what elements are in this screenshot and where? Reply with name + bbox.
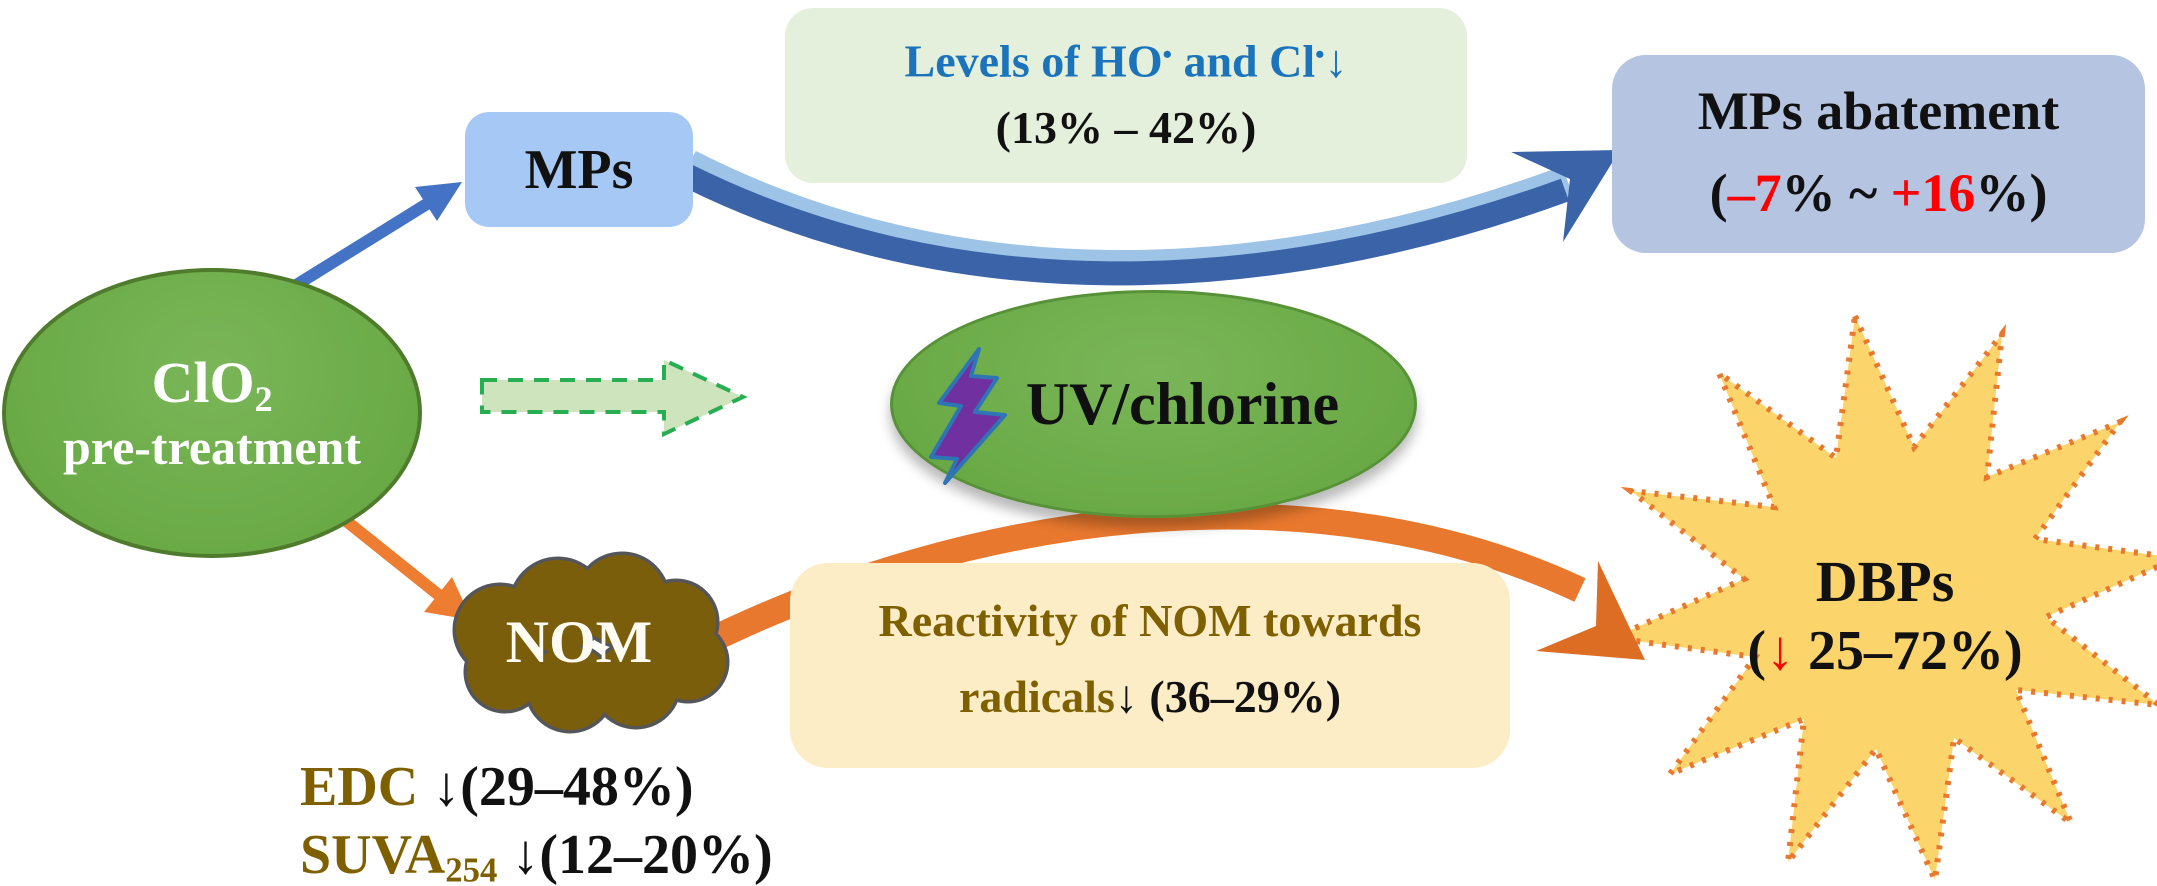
nom-reactivity-line2: radicals↓ (36–29%) (958, 671, 1342, 722)
radical-levels-text: Levels of HO• and Cl•↓ (904, 35, 1348, 87)
clo2-pretreatment-label: pre-treatment (62, 419, 362, 475)
radical-levels-box: Levels of HO• and Cl•↓ (13% – 42%) (785, 8, 1467, 183)
edc-stat-line: EDC ↓(29–48%) (300, 756, 694, 818)
radical-levels-range: (13% – 42%) (995, 102, 1257, 154)
down-arrow-icon: ↓ (1766, 620, 1794, 682)
clo2-to-uv-dashed-arrow (480, 356, 748, 438)
clo2-pretreatment-node: ClO2 pre-treatment (2, 268, 422, 558)
suva-stat-line: SUVA254 ↓(12–20%) (300, 824, 773, 886)
mps-label: MPs (524, 138, 634, 201)
uv-chlorine-node: UV/chlorine (890, 290, 1417, 518)
down-arrow-icon: ↓ (1324, 35, 1348, 87)
dbps-label: DBPs (↓ 25–72%) (1645, 548, 2125, 686)
nom-label: NOM (505, 609, 653, 675)
nom-reactivity-line1: Reactivity of NOM towards (878, 595, 1422, 646)
mps-node: MPs (465, 112, 693, 227)
mps-abatement-title: MPs abatement (1697, 81, 2060, 141)
radical-dot: • (1162, 39, 1172, 69)
mps-abatement-box: MPs abatement (–7% ~ +16%) (1612, 55, 2145, 253)
clo2-formula: ClO2 (151, 350, 273, 419)
dbps-range: (↓ 25–72%) (1747, 620, 2023, 682)
nom-reactivity-box: Reactivity of NOM towards radicals↓ (36–… (790, 563, 1510, 768)
clo2-to-mps-arrowhead (415, 182, 462, 221)
uv-chlorine-label: UV/chlorine (1025, 370, 1340, 437)
nom-to-dbps-arrowhead (1536, 561, 1645, 660)
lightning-bolt-icon (929, 347, 1007, 485)
mps-abatement-range: (–7% ~ +16%) (1709, 163, 2048, 223)
dbps-starburst (1602, 305, 2157, 886)
dbps-title: DBPs (1815, 549, 1955, 614)
radical-dot: • (1315, 39, 1325, 69)
mps-to-abatement-curve (682, 165, 1570, 286)
nom-cloud-fill (456, 555, 726, 730)
mps-to-abatement-arrowhead (1511, 150, 1620, 242)
clo2-to-nom-arrow (331, 507, 449, 605)
clo2-to-mps-arrow (281, 196, 434, 298)
